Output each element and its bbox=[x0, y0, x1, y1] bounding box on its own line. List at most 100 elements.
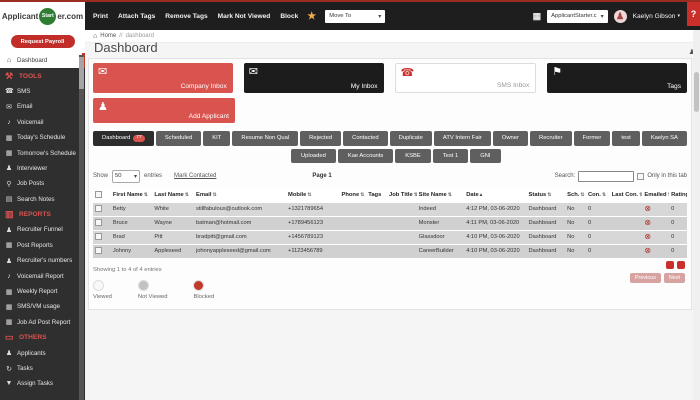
sidebar-item-assign-tasks[interactable]: ▼ Assign Tasks bbox=[0, 376, 85, 391]
sidebar-item-post-reports[interactable]: ▦ Post Reports bbox=[0, 238, 85, 253]
sidebar-item-search-notes[interactable]: ▤ Search Notes bbox=[0, 192, 85, 207]
inbox-tiles: ✉ Company Inbox ✉ My Inbox ☎ SMS Inbox ⚑… bbox=[93, 63, 687, 93]
logo-text-left: Applicant bbox=[1, 11, 39, 21]
toolbar-attach-tags-button[interactable]: Attach Tags bbox=[118, 12, 156, 20]
sidebar-item-recruiter-funnel[interactable]: ♟ Recruiter Funnel bbox=[0, 222, 85, 237]
toolbar-block-button[interactable]: Block bbox=[280, 12, 299, 20]
column-header-date[interactable]: Date▴ bbox=[464, 192, 526, 198]
tab-gni[interactable]: GNI bbox=[470, 148, 501, 163]
column-header-phone[interactable]: Phone⇅ bbox=[339, 192, 366, 198]
cell-mobile: +1321789654 bbox=[288, 206, 323, 213]
sidebar-item-sms[interactable]: ☎ SMS bbox=[0, 84, 85, 99]
column-header-last-name[interactable]: Last Name⇅ bbox=[152, 192, 194, 198]
user-avatar[interactable]: ♟ bbox=[613, 9, 627, 23]
column-header-mobile[interactable]: Mobile⇅ bbox=[286, 192, 339, 198]
toolbar-print-button[interactable]: Print bbox=[93, 12, 109, 20]
toolbar-right-group: ▦ ApplicantStarter.c ▾ ♟ Kaelyn Gibson ▾ bbox=[532, 9, 680, 23]
column-header-con[interactable]: Con.⇅ bbox=[586, 192, 610, 198]
sidebar-item-tasks[interactable]: ↻ Tasks bbox=[0, 361, 85, 376]
row-checkbox[interactable] bbox=[95, 204, 102, 212]
cell-emailed: ⊗ bbox=[642, 247, 669, 255]
tab-resume-non-qual[interactable]: Resume Non Qual bbox=[232, 131, 299, 146]
sidebar-item-email[interactable]: ✉ Email bbox=[0, 99, 85, 114]
star-icon[interactable]: ★ bbox=[307, 10, 317, 22]
tab-owner[interactable]: Owner bbox=[492, 131, 528, 146]
table-action-icon-1[interactable] bbox=[666, 260, 674, 269]
next-page-button[interactable]: Next bbox=[663, 272, 685, 283]
tab-rejected[interactable]: Rejected bbox=[300, 131, 342, 146]
sidebar-item-tomorrow-s-schedule[interactable]: ▦ Tomorrow's Schedule bbox=[0, 145, 85, 160]
row-checkbox[interactable] bbox=[95, 246, 102, 254]
breadcrumb-home[interactable]: Home bbox=[100, 33, 117, 39]
column-header-status[interactable]: Status⇅ bbox=[527, 192, 566, 198]
tab-contacted[interactable]: Contacted bbox=[343, 131, 388, 146]
column-header-first-name[interactable]: First Name⇅ bbox=[111, 192, 153, 198]
sidebar-item-voicemail-report[interactable]: ♪ Voicemail Report bbox=[0, 268, 85, 283]
row-checkbox[interactable] bbox=[95, 218, 102, 226]
row-checkbox[interactable] bbox=[95, 232, 102, 240]
tab-scheduled[interactable]: Scheduled bbox=[155, 131, 202, 146]
sms-inbox-tile[interactable]: ☎ SMS Inbox bbox=[394, 63, 537, 93]
cell-sch: No bbox=[567, 206, 575, 213]
column-header-email[interactable]: Email⇅ bbox=[194, 192, 286, 198]
sidebar-scrollbar[interactable] bbox=[79, 55, 84, 400]
mark-contacted-link[interactable]: Mark Contacted bbox=[174, 173, 217, 180]
sidebar-item-recruiter-s-numbers[interactable]: ♟ Recruiter's numbers bbox=[0, 253, 85, 268]
sidebar-item-interviewer[interactable]: ♟ Interviewer bbox=[0, 161, 85, 176]
only-tab-checkbox[interactable] bbox=[637, 172, 645, 180]
previous-page-button[interactable]: Previous bbox=[629, 272, 661, 283]
sidebar-item-dashboard[interactable]: ⌂ Dashboard bbox=[0, 53, 85, 69]
tab-dashboard[interactable]: Dashboard 77 bbox=[93, 131, 154, 146]
tab-uploaded[interactable]: Uploaded bbox=[291, 148, 336, 163]
my-inbox-tile[interactable]: ✉ My Inbox bbox=[243, 63, 384, 93]
sidebar-item-applicants[interactable]: ♟ Applicants bbox=[0, 345, 85, 360]
help-button[interactable]: ? bbox=[687, 2, 700, 26]
column-header-site-name[interactable]: Site Name⇅ bbox=[417, 192, 465, 198]
table-action-icon-2[interactable] bbox=[677, 260, 685, 269]
tags-tile[interactable]: ⚑ Tags bbox=[547, 63, 687, 93]
tab-kaelyn-sa[interactable]: Kaelyn SA bbox=[641, 131, 687, 146]
notification-icon[interactable]: ♟ bbox=[688, 49, 695, 56]
sidebar-item-voicemail[interactable]: ♪ Voicemail bbox=[0, 115, 85, 130]
tab-test[interactable]: test bbox=[612, 131, 640, 146]
toolbar-mark-not-viewed-button[interactable]: Mark Not Viewed bbox=[217, 12, 271, 20]
sidebar-item-job-ad-post-report[interactable]: ▦ Job Ad Post Report bbox=[0, 315, 85, 330]
account-select[interactable]: ApplicantStarter.c ▾ bbox=[547, 9, 608, 23]
column-header-rating[interactable]: Rating⇅ bbox=[669, 192, 687, 198]
tab-recruiter[interactable]: Recruiter bbox=[529, 131, 572, 146]
column-header-emailed[interactable]: Emailed⇅ bbox=[642, 192, 669, 198]
tab-former[interactable]: Former bbox=[573, 131, 611, 146]
tab-atv-intern-fair[interactable]: ATV Intern Fair bbox=[433, 131, 491, 146]
page-scrollbar[interactable] bbox=[693, 30, 700, 400]
column-header-job-title[interactable]: Job Title⇅ bbox=[387, 192, 417, 198]
user-menu[interactable]: Kaelyn Gibson ▾ bbox=[633, 13, 680, 20]
tab-kae-accounts[interactable]: Kae Accounts bbox=[337, 148, 394, 163]
sidebar-item-job-posts[interactable]: ⚲ Job Posts bbox=[0, 176, 85, 191]
table-row[interactable]: Bruce Wayne batman@hotmail.com +1789456123 M… bbox=[93, 216, 687, 231]
search-input[interactable] bbox=[578, 170, 635, 182]
tab-test-1[interactable]: Test 1 bbox=[432, 148, 469, 163]
column-label: Last Con. bbox=[611, 192, 639, 199]
column-header-sch[interactable]: Sch.⇅ bbox=[565, 192, 586, 198]
toolbar-remove-tags-button[interactable]: Remove Tags bbox=[165, 12, 208, 20]
table-row[interactable]: Brad Pitt bradpitt@gmail.com +1456789123 Gla… bbox=[93, 230, 687, 245]
tab-duplicate[interactable]: Duplicate bbox=[389, 131, 432, 146]
company-inbox-tile[interactable]: ✉ Company Inbox bbox=[93, 63, 233, 93]
tab-ksbe[interactable]: KSBE bbox=[395, 148, 431, 163]
select-all-checkbox[interactable] bbox=[95, 190, 102, 198]
add-applicant-button[interactable]: ♟ Add Applicant bbox=[93, 98, 235, 123]
column-header-last-con[interactable]: Last Con.⇅ bbox=[610, 192, 643, 198]
move-to-select[interactable]: Move To ▾ bbox=[325, 9, 386, 23]
entries-select[interactable]: 50 ▾ bbox=[112, 169, 141, 183]
sidebar-item-sms-vm-usage[interactable]: ▦ SMS/VM usage bbox=[0, 299, 85, 314]
sidebar-item-weekly-report[interactable]: ▦ Weekly Report bbox=[0, 284, 85, 299]
calendar-icon[interactable]: ▦ bbox=[532, 10, 542, 21]
request-payroll-button[interactable]: Request Payroll bbox=[10, 35, 75, 48]
search-group: Search: Only in this tab bbox=[555, 170, 687, 182]
tab-kit[interactable]: KIT bbox=[203, 131, 231, 146]
sidebar-item-today-s-schedule[interactable]: ▦ Today's Schedule bbox=[0, 130, 85, 145]
table-row[interactable]: Johnny Appleseed johnnyappleseed@gmail.com… bbox=[93, 244, 687, 259]
cell-email: stillfabulous@outlook.com bbox=[195, 206, 263, 213]
table-row[interactable]: Betty White stillfabulous@outlook.com +1321… bbox=[93, 202, 687, 217]
column-header-tags[interactable]: Tags bbox=[366, 192, 387, 198]
